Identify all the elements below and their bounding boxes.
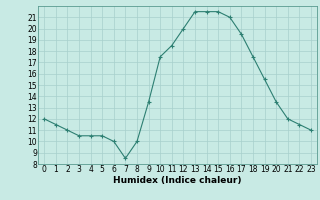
X-axis label: Humidex (Indice chaleur): Humidex (Indice chaleur) (113, 176, 242, 185)
